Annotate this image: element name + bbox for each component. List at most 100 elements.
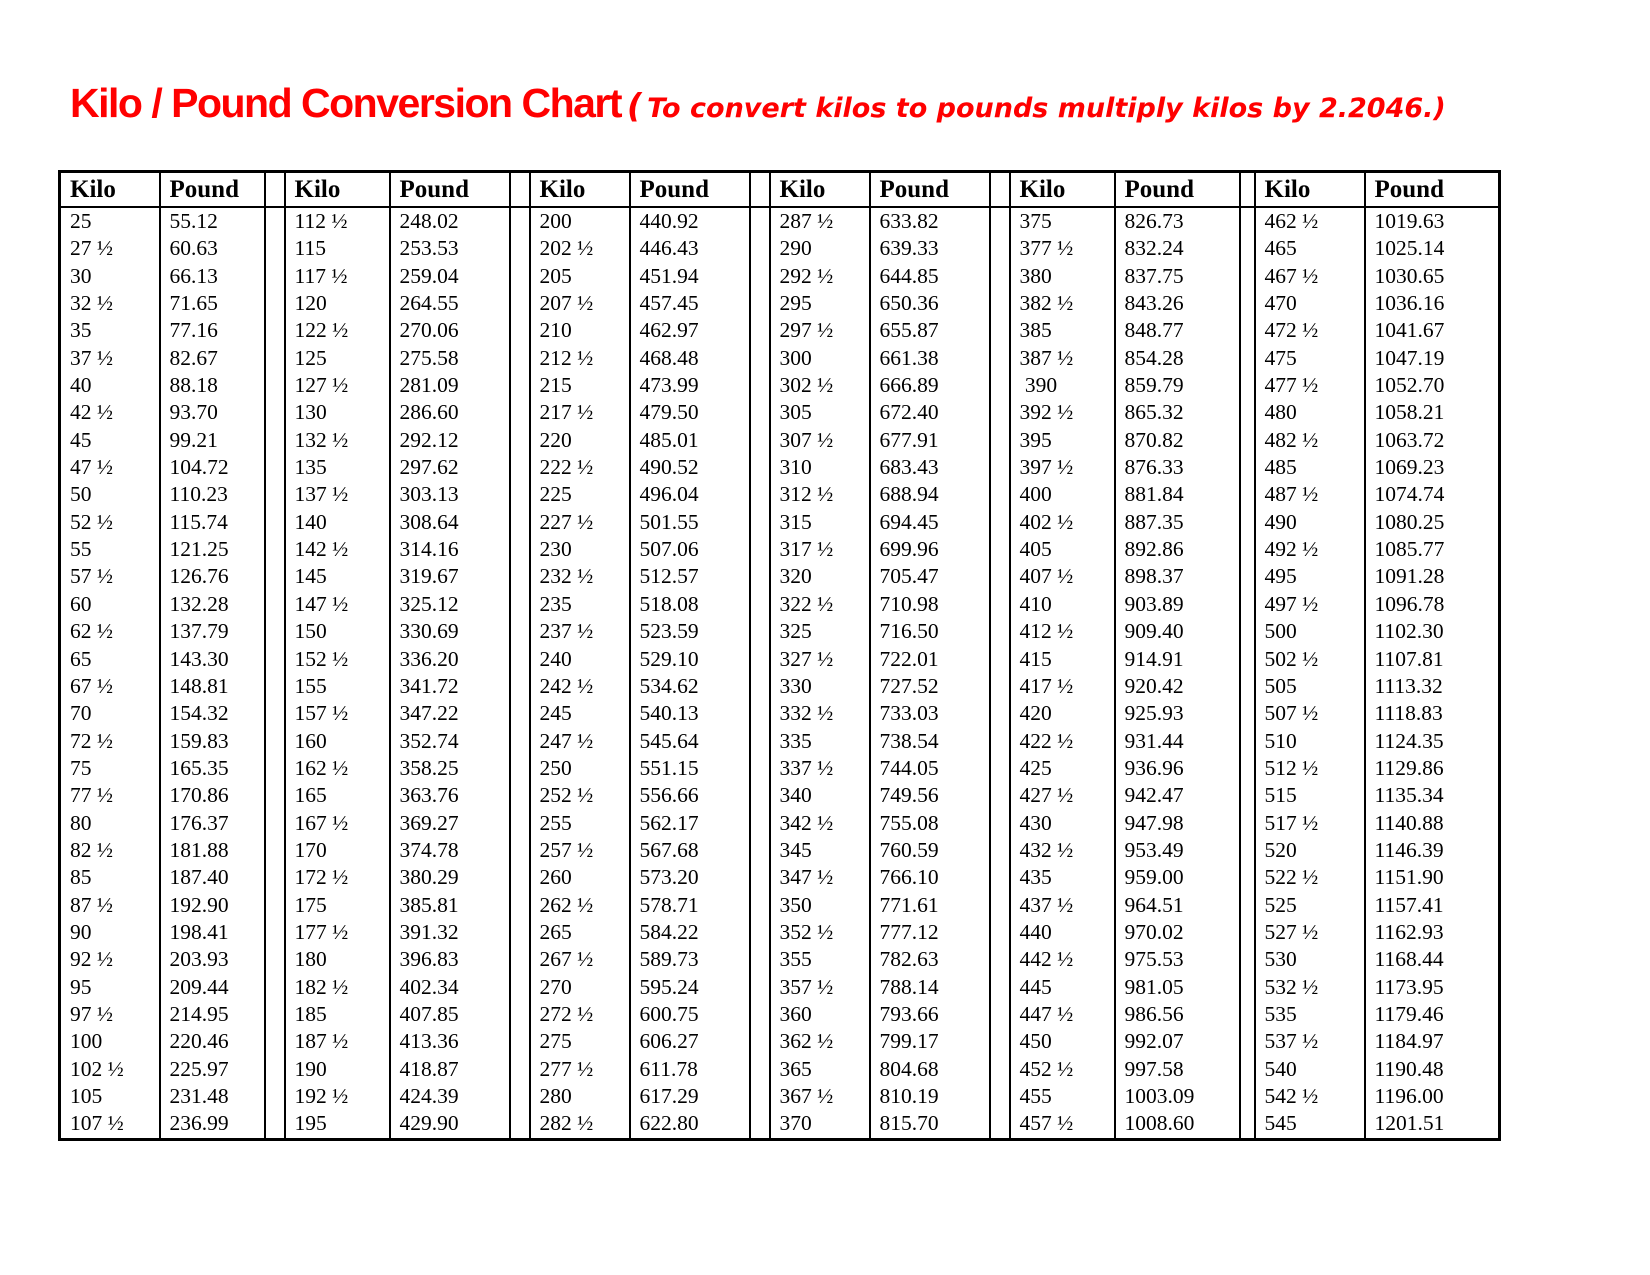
kilo-cell: 107 ½: [58, 1110, 160, 1140]
kilo-cell: 387 ½: [1008, 344, 1115, 373]
table-row: 105 231.48 192 ½ 424.39 280 617.29 367 ½ 810.19…: [58, 1083, 1500, 1111]
column-spacer: [1238, 481, 1255, 509]
column-spacer: [748, 918, 770, 947]
kilo-cell: 480: [1253, 399, 1365, 427]
pound-cell: 358.25: [388, 754, 510, 783]
pound-cell: 1080.25: [1363, 508, 1500, 537]
pound-cell: 225.97: [158, 1055, 265, 1083]
kilo-header: Kilo: [768, 171, 870, 208]
pound-cell: 413.36: [388, 1028, 510, 1056]
kilo-cell: 472 ½: [1253, 317, 1365, 345]
column-spacer: [508, 171, 530, 208]
pound-cell: 473.99: [628, 372, 750, 400]
column-spacer: [988, 235, 1010, 263]
conversion-table-wrap: Kilo Pound Kilo Pound Kilo Pound Kilo Pound Kilo…: [58, 170, 1501, 1141]
kilo-cell: 220: [528, 426, 630, 455]
column-spacer: [1238, 317, 1255, 345]
column-spacer: [263, 618, 285, 646]
column-spacer: [748, 536, 770, 564]
kilo-cell: 377 ½: [1008, 235, 1115, 263]
column-spacer: [748, 754, 770, 783]
pound-cell: 529.10: [628, 645, 750, 673]
pound-cell: 462.97: [628, 317, 750, 345]
column-spacer: [508, 809, 530, 837]
pound-cell: 523.59: [628, 618, 750, 646]
pound-cell: 187.40: [158, 864, 265, 892]
pound-cell: 854.28: [1113, 344, 1240, 373]
kilo-cell: 137 ½: [283, 481, 390, 509]
column-spacer: [263, 946, 285, 974]
kilo-cell: 512 ½: [1253, 754, 1365, 783]
kilo-cell: 195: [283, 1110, 390, 1140]
column-spacer: [748, 973, 770, 1001]
kilo-cell: 177 ½: [283, 918, 390, 947]
pound-cell: 507.06: [628, 536, 750, 564]
kilo-cell: 497 ½: [1253, 590, 1365, 619]
kilo-cell: 165: [283, 782, 390, 810]
pound-cell: 611.78: [628, 1055, 750, 1083]
pound-cell: 60.63: [158, 235, 265, 263]
kilo-cell: 535: [1253, 1000, 1365, 1029]
pound-cell: 826.73: [1113, 207, 1240, 236]
kilo-cell: 150: [283, 618, 390, 646]
pound-cell: 214.95: [158, 1000, 265, 1029]
kilo-cell: 355: [768, 946, 870, 974]
kilo-cell: 305: [768, 399, 870, 427]
pound-cell: 760.59: [868, 836, 990, 865]
pound-cell: 66.13: [158, 262, 265, 291]
column-spacer: [988, 1083, 1010, 1111]
kilo-header: Kilo: [1008, 171, 1115, 208]
kilo-cell: 120: [283, 290, 390, 318]
pound-cell: 490.52: [628, 454, 750, 482]
kilo-cell: 32 ½: [58, 290, 160, 318]
kilo-cell: 215: [528, 372, 630, 400]
pound-cell: 848.77: [1113, 317, 1240, 345]
kilo-cell: 380: [1008, 262, 1115, 291]
column-spacer: [263, 727, 285, 755]
column-spacer: [508, 891, 530, 919]
kilo-cell: 360: [768, 1000, 870, 1029]
kilo-cell: 432 ½: [1008, 836, 1115, 865]
column-spacer: [988, 171, 1010, 208]
column-spacer: [748, 836, 770, 865]
column-spacer: [508, 918, 530, 947]
pound-cell: 925.93: [1113, 700, 1240, 728]
pound-cell: 468.48: [628, 344, 750, 373]
pound-cell: 898.37: [1113, 563, 1240, 591]
kilo-cell: 385: [1008, 317, 1115, 345]
column-spacer: [1238, 1028, 1255, 1056]
kilo-cell: 540: [1253, 1055, 1365, 1083]
pound-cell: 253.53: [388, 235, 510, 263]
pound-header: Pound: [1113, 171, 1240, 208]
kilo-cell: 457 ½: [1008, 1110, 1115, 1140]
kilo-cell: 312 ½: [768, 481, 870, 509]
table-row: 85 187.40 172 ½ 380.29 260 573.20 347 ½ 766.10 4…: [58, 864, 1500, 892]
pound-cell: 1052.70: [1363, 372, 1500, 400]
kilo-cell: 47 ½: [58, 454, 160, 482]
kilo-cell: 295: [768, 290, 870, 318]
column-spacer: [748, 1055, 770, 1083]
column-spacer: [748, 727, 770, 755]
column-spacer: [508, 207, 530, 236]
pound-cell: 810.19: [868, 1083, 990, 1111]
pound-cell: 1107.81: [1363, 645, 1500, 673]
column-spacer: [1238, 171, 1255, 208]
kilo-cell: 50: [58, 481, 160, 509]
pound-cell: 749.56: [868, 782, 990, 810]
pound-cell: 1041.67: [1363, 317, 1500, 345]
kilo-cell: 435: [1008, 864, 1115, 892]
kilo-cell: 370: [768, 1110, 870, 1140]
kilo-cell: 155: [283, 672, 390, 701]
kilo-cell: 545: [1253, 1110, 1365, 1140]
pound-cell: 330.69: [388, 618, 510, 646]
kilo-cell: 187 ½: [283, 1028, 390, 1056]
column-spacer: [263, 344, 285, 373]
pound-cell: 981.05: [1113, 973, 1240, 1001]
pound-cell: 485.01: [628, 426, 750, 455]
pound-cell: 584.22: [628, 918, 750, 947]
table-row: 42 ½ 93.70 130 286.60 217 ½ 479.50 305 672.40 39…: [58, 399, 1500, 427]
column-spacer: [748, 171, 770, 208]
column-spacer: [508, 262, 530, 291]
kilo-cell: 292 ½: [768, 262, 870, 291]
